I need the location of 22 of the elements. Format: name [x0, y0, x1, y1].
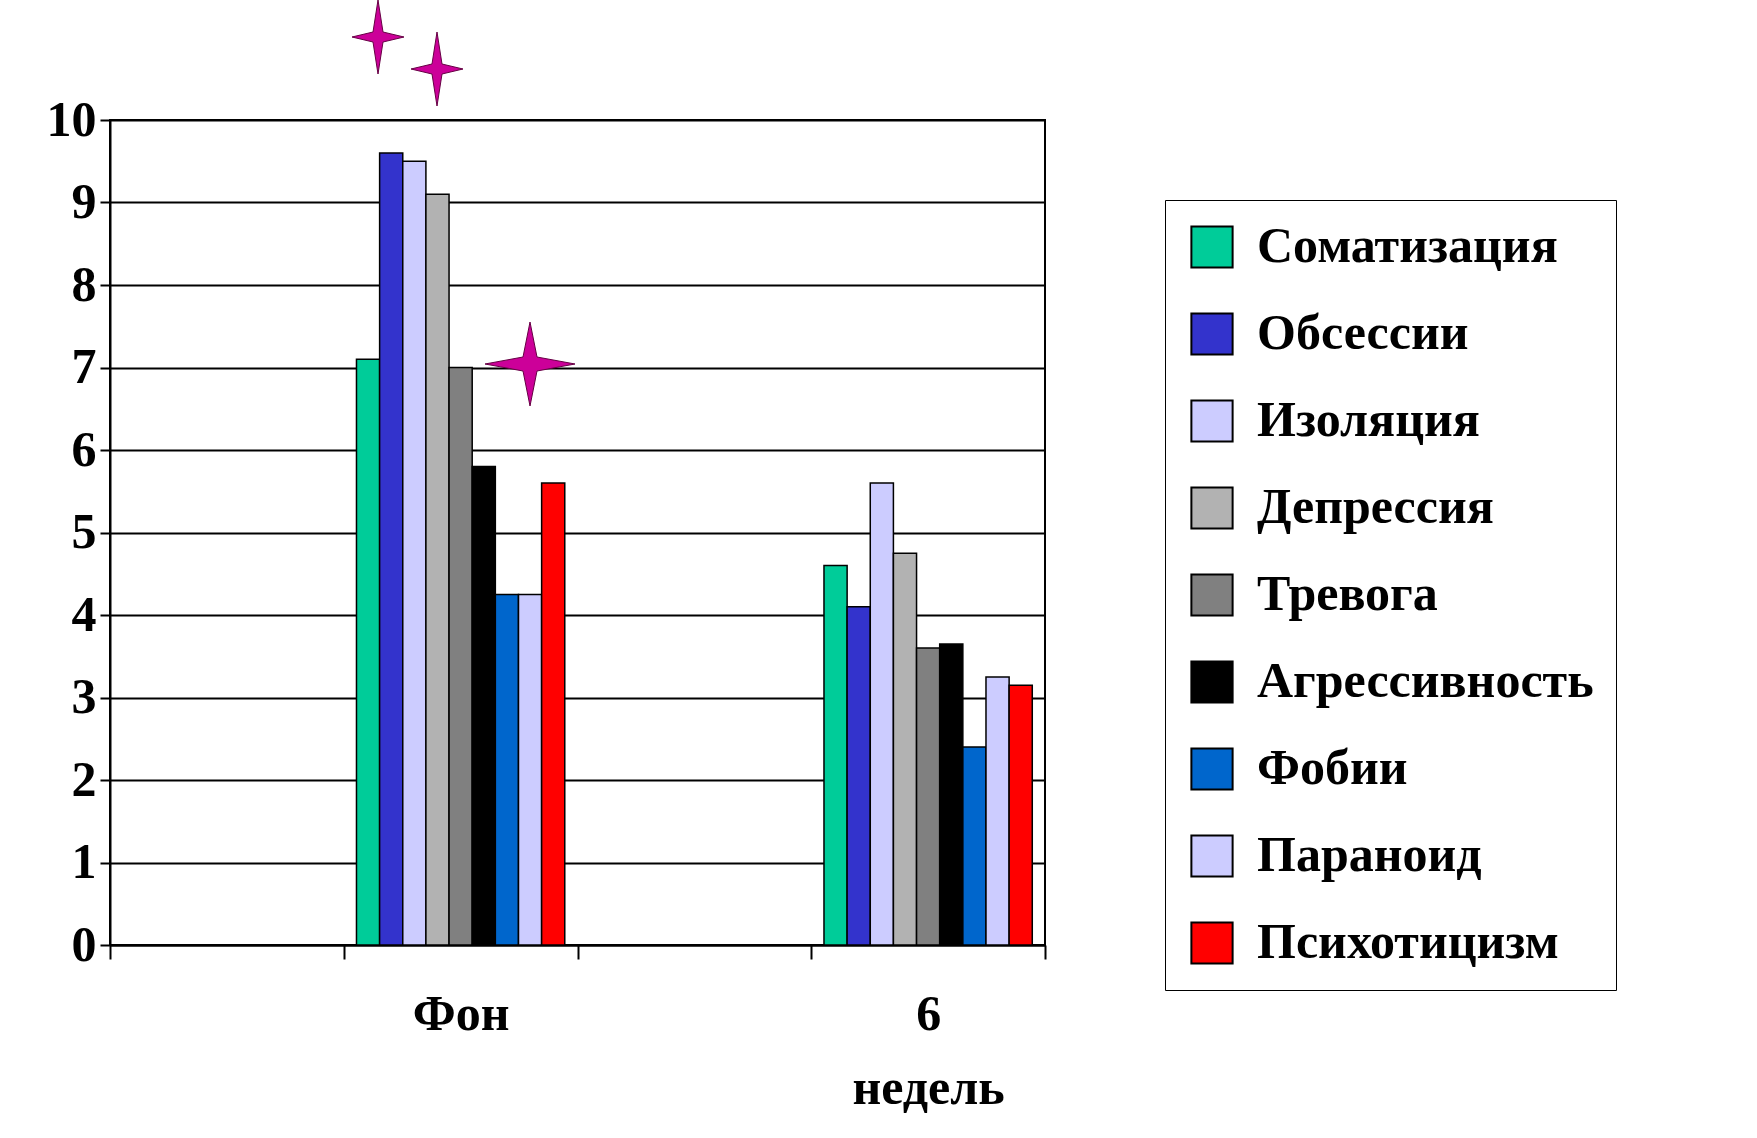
y-tick-label: 3: [71, 668, 97, 724]
legend-label: Агрессивность: [1257, 652, 1594, 708]
legend-label: Соматизация: [1257, 217, 1558, 273]
y-tick-label: 2: [71, 750, 97, 807]
y-tick-label: 1: [71, 833, 97, 889]
y-tick-label: 4: [71, 585, 97, 642]
y-tick-label: 7: [71, 338, 97, 394]
y-tick-label: 0: [71, 915, 97, 972]
legend-label: Депрессия: [1257, 478, 1494, 534]
legend-label: Фобии: [1257, 739, 1408, 795]
legend-label: Параноид: [1257, 826, 1482, 882]
legend-label: Тревога: [1257, 565, 1438, 621]
x-tick-label: Фон: [412, 984, 510, 1041]
y-tick-label: 9: [71, 173, 97, 229]
y-tick-label: 10: [46, 90, 97, 147]
y-tick-label: 8: [71, 255, 97, 312]
legend-label: Изоляция: [1257, 391, 1480, 447]
legend-label: Обсессии: [1257, 304, 1469, 360]
x-tick-label: 6 недель: [852, 984, 1005, 1115]
y-tick-label: 5: [71, 503, 97, 559]
legend-label: Психотицизм: [1257, 913, 1559, 969]
y-tick-label: 6: [71, 420, 97, 477]
